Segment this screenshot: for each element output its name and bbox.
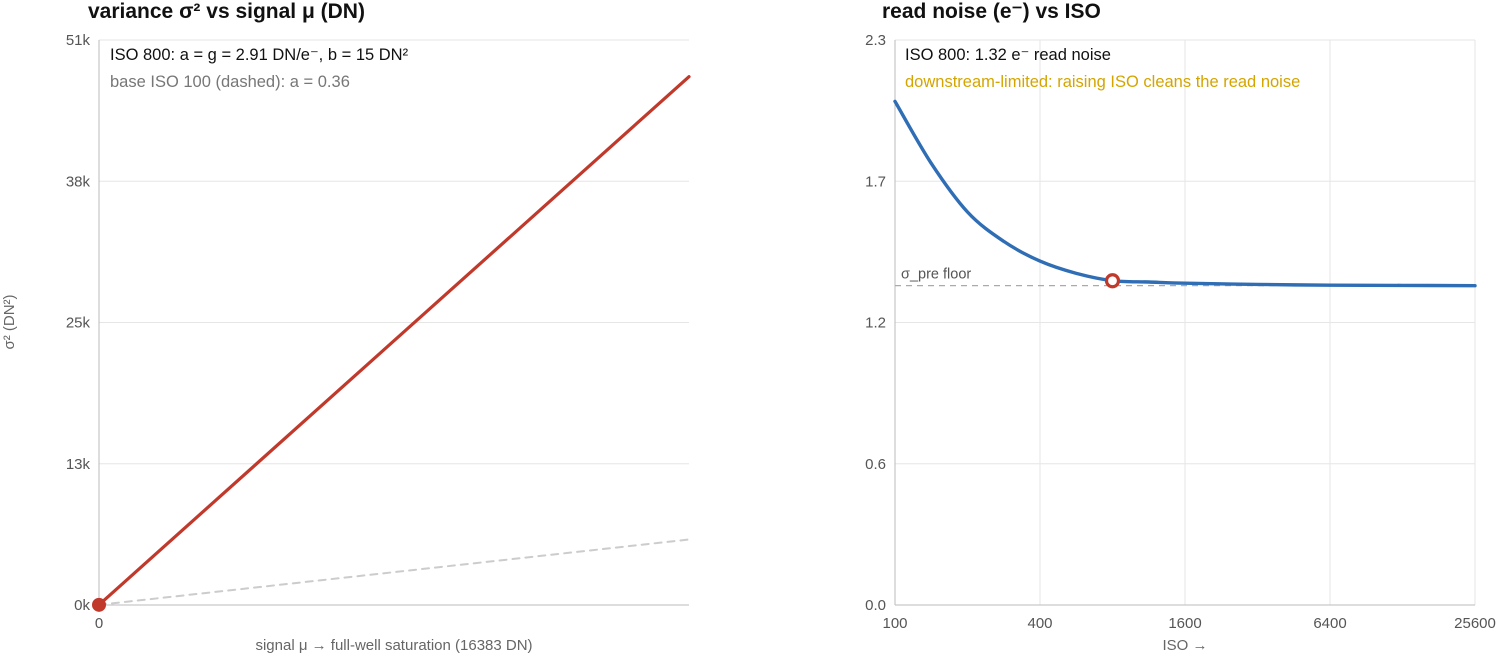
read-noise-y-tick-label-4: 2.3 [865,32,886,49]
read-noise-y-tick-label-0: 0.0 [865,597,886,614]
variance-chart: variance σ² vs signal μ (DN) 0k 13k 25k 38k… [1,0,691,653]
variance-operating-point-marker [92,597,106,612]
read-noise-annotation-downstream: downstream-limited: raising ISO cleans t… [905,73,1300,91]
variance-x-tick-label-0: 0 [95,615,103,632]
read-noise-chart-x-label: ISO → [1162,637,1207,653]
variance-chart-gridlines [99,39,689,606]
read-noise-x-tick-label-3: 6400 [1313,615,1346,632]
read-noise-chart-marker [1104,273,1121,289]
read-noise-floor-label: σ_pre floor [901,267,971,283]
read-noise-y-tick-label-3: 1.7 [865,173,886,190]
variance-chart-annotation-iso800: ISO 800: a = g = 2.91 DN/e⁻, b = 15 DN² [110,46,409,64]
read-noise-x-tick-label-1: 400 [1027,615,1052,632]
variance-y-tick-label-0: 0k [74,597,90,614]
variance-chart-x-label: signal μ → full-well saturation (16383 D… [255,637,532,653]
variance-chart-x-ticks: 0 [95,615,103,632]
variance-chart-y-ticks: 0k 13k 25k 38k 51k [66,32,91,614]
variance-chart-y-label: σ² (DN²) [1,294,18,349]
variance-series-base-iso100 [98,538,690,606]
variance-y-tick-label-3: 38k [66,173,91,190]
read-noise-operating-point-marker [1104,273,1121,289]
variance-chart-title: variance σ² vs signal μ (DN) [88,0,365,23]
variance-series-iso800 [97,75,691,607]
variance-y-tick-label-2: 25k [66,315,91,332]
variance-y-tick-label-4: 51k [66,32,91,49]
read-noise-x-tick-label-2: 1600 [1168,615,1201,632]
variance-y-tick-label-1: 13k [66,456,91,473]
read-noise-chart-title: read noise (e⁻) vs ISO [882,0,1101,23]
read-noise-x-tick-label-4: 25600 [1454,615,1496,632]
read-noise-x-tick-label-0: 100 [882,615,907,632]
read-noise-chart: read noise (e⁻) vs ISO 0.0 0.6 1.2 1.7 2.3 1… [865,0,1496,653]
read-noise-y-tick-label-2: 1.2 [865,315,886,332]
read-noise-chart-y-ticks: 0.0 0.6 1.2 1.7 2.3 [865,32,886,614]
variance-chart-marker [92,597,106,612]
read-noise-y-tick-label-1: 0.6 [865,456,886,473]
read-noise-chart-gridlines [894,39,1476,606]
read-noise-chart-x-ticks: 100 400 1600 6400 25600 [882,615,1495,632]
read-noise-floor: σ_pre floor [895,267,1475,287]
variance-chart-annotation-base-iso: base ISO 100 (dashed): a = 0.36 [110,73,350,91]
variance-chart-series [97,75,691,607]
read-noise-annotation-iso800: ISO 800: 1.32 e⁻ read noise [905,46,1111,64]
